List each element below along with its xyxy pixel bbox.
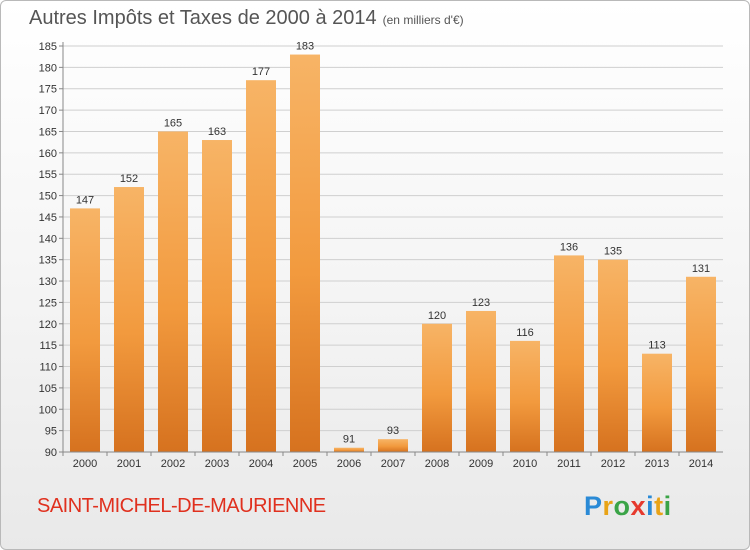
x-tick-label: 2000 — [73, 458, 97, 470]
chart-title: Autres Impôts et Taxes de 2000 à 2014 — [29, 7, 377, 29]
y-tick-label: 150 — [39, 191, 57, 203]
bar-2004 — [246, 80, 276, 452]
logo-letter: r — [602, 491, 614, 521]
y-tick-label: 95 — [45, 426, 57, 438]
value-label: 91 — [343, 434, 355, 446]
y-tick-label: 180 — [39, 62, 57, 74]
value-label: 113 — [648, 340, 666, 352]
y-tick-label: 120 — [39, 319, 57, 331]
value-label: 131 — [692, 263, 710, 275]
proxiti-logo: Proxiti — [584, 491, 672, 522]
y-tick-label: 170 — [39, 105, 57, 117]
x-tick-label: 2011 — [557, 458, 581, 470]
bar-2008 — [422, 323, 452, 452]
bar-2005 — [290, 54, 320, 453]
value-label: 177 — [252, 66, 270, 78]
chart-unit: (en milliers d'€) — [382, 13, 464, 27]
y-tick-label: 175 — [39, 84, 57, 96]
logo-letter: i — [646, 491, 655, 521]
value-label: 93 — [387, 425, 399, 437]
x-tick-label: 2001 — [117, 458, 141, 470]
y-tick-label: 130 — [39, 276, 57, 288]
bar-2006 — [334, 447, 364, 452]
x-tick-label: 2006 — [337, 458, 361, 470]
y-tick-label: 160 — [39, 148, 57, 160]
y-tick-label: 110 — [39, 362, 57, 374]
x-tick-label: 2007 — [381, 458, 405, 470]
x-tick-label: 2009 — [469, 458, 493, 470]
value-label: 123 — [472, 297, 490, 309]
y-tick-label: 105 — [39, 383, 57, 395]
bar-2000 — [70, 208, 100, 452]
value-label: 136 — [560, 241, 578, 253]
bar-2001 — [114, 187, 144, 452]
value-label: 165 — [164, 117, 182, 129]
bar-2013 — [642, 353, 672, 452]
x-tick-label: 2004 — [249, 458, 273, 470]
bar-2002 — [158, 131, 188, 452]
logo-letter: x — [630, 491, 647, 521]
x-tick-label: 2014 — [689, 458, 713, 470]
y-tick-label: 140 — [39, 233, 57, 245]
value-label: 147 — [76, 194, 94, 206]
y-tick-label: 165 — [39, 126, 57, 138]
logo-letter: t — [654, 491, 664, 521]
logo-letter: P — [584, 491, 603, 521]
bar-2009 — [466, 310, 496, 452]
chart-title-block: Autres Impôts et Taxes de 2000 à 2014 (en… — [29, 7, 464, 30]
y-tick-label: 125 — [39, 297, 57, 309]
bar-2007 — [378, 439, 408, 452]
bar-2003 — [202, 140, 232, 452]
value-label: 183 — [296, 41, 314, 53]
logo-letter: i — [663, 491, 672, 521]
bar-layer — [70, 54, 716, 453]
axis-layer — [59, 42, 723, 456]
logo-letter: o — [613, 491, 631, 521]
x-tick-label: 2012 — [601, 458, 625, 470]
town-name: SAINT-MICHEL-DE-MAURIENNE — [37, 495, 326, 517]
value-label: 116 — [516, 327, 534, 339]
value-label: 163 — [208, 126, 226, 138]
label-layer: 90 95 100 105 110 115 120 125 130 135 140 145 150 155… — [39, 41, 714, 470]
x-tick-label: 2003 — [205, 458, 229, 470]
y-tick-label: 90 — [45, 447, 57, 459]
y-tick-label: 185 — [39, 41, 57, 53]
x-tick-label: 2010 — [513, 458, 537, 470]
bar-2014 — [686, 276, 716, 452]
value-label: 152 — [120, 173, 138, 185]
value-label: 120 — [428, 310, 446, 322]
y-tick-label: 135 — [39, 255, 57, 267]
x-tick-label: 2013 — [645, 458, 669, 470]
x-tick-label: 2008 — [425, 458, 449, 470]
y-tick-label: 155 — [39, 169, 57, 181]
x-tick-label: 2005 — [293, 458, 317, 470]
value-label: 135 — [604, 246, 622, 258]
x-tick-label: 2002 — [161, 458, 185, 470]
bar-2010 — [510, 340, 540, 452]
y-tick-label: 115 — [39, 340, 57, 352]
bar-2012 — [598, 259, 628, 452]
bar-2011 — [554, 255, 584, 452]
y-tick-label: 145 — [39, 212, 57, 224]
y-tick-label: 100 — [39, 404, 57, 416]
